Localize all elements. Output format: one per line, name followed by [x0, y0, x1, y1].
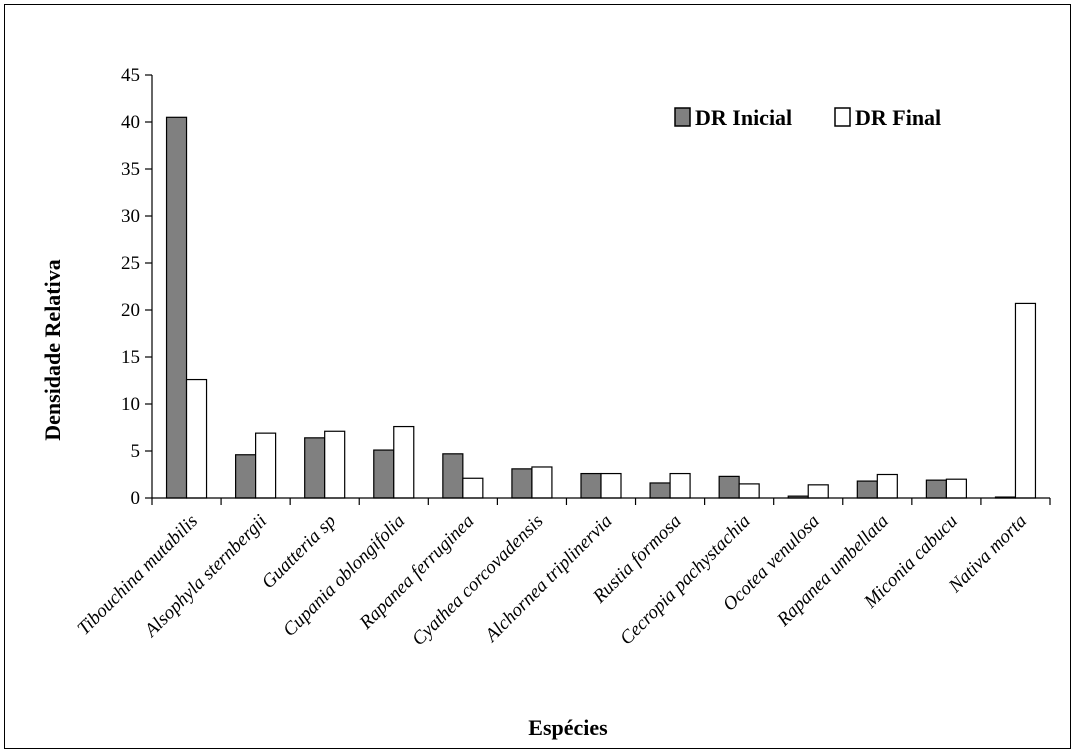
x-category-label: Alsophyla sternbergii	[139, 511, 271, 643]
y-tick-label: 35	[121, 159, 140, 180]
bar-dr-final	[531, 466, 553, 499]
y-tick-label: 30	[121, 206, 140, 227]
bar-dr-final	[393, 425, 415, 499]
bar-dr-inicial	[649, 482, 671, 499]
y-tick-label: 40	[121, 112, 140, 133]
bar-dr-inicial	[580, 472, 602, 499]
bars	[165, 116, 1037, 499]
bar-dr-inicial	[165, 116, 188, 499]
y-tick-label: 0	[131, 488, 141, 509]
y-tick-label: 10	[121, 394, 140, 415]
y-axis-title: Densidade Relativa	[40, 259, 65, 441]
x-category-label: Cyathea corcovadensis	[408, 511, 547, 650]
y-axis-ticks: 0 5 10 15 20 25 30 35 40 45	[121, 65, 152, 509]
x-category-label: Rapanea ferruginea	[355, 511, 478, 634]
bar-dr-inicial	[856, 480, 878, 499]
legend-label-dr-inicial: DR Inicial	[695, 105, 792, 130]
bar-dr-final	[669, 472, 691, 499]
bar-dr-final	[1014, 302, 1037, 499]
y-tick-label: 20	[121, 300, 140, 321]
x-category-label: Cecropia pachystachia	[616, 511, 755, 650]
bar-dr-final	[255, 432, 277, 499]
bar-dr-inicial	[235, 454, 257, 499]
x-category-label: Tibouchina mutabilis	[73, 511, 202, 640]
bar-dr-final	[600, 472, 622, 499]
axes	[151, 75, 1051, 505]
bar-dr-final	[185, 378, 208, 499]
legend-label-dr-final: DR Final	[855, 105, 941, 130]
bar-dr-inicial	[373, 449, 395, 499]
y-tick-label: 15	[121, 347, 140, 368]
bar-dr-final	[324, 430, 346, 499]
x-category-label: Alchornea triplinervia	[480, 511, 617, 648]
bar-dr-inicial	[925, 479, 947, 499]
legend-swatch-dr-final	[834, 107, 851, 127]
legend: DR Inicial DR Final	[674, 105, 941, 130]
bar-dr-final	[945, 478, 967, 499]
bar-dr-inicial	[511, 468, 533, 499]
bar-dr-final	[807, 484, 829, 499]
x-category-label: Cupania oblongifolia	[279, 511, 409, 641]
y-tick-label: 5	[131, 441, 141, 462]
bar-dr-final	[876, 473, 898, 499]
bar-dr-final	[462, 477, 484, 499]
y-tick-label: 45	[121, 65, 140, 86]
bar-dr-inicial	[304, 437, 326, 499]
legend-swatch-dr-inicial	[674, 107, 691, 127]
bar-dr-inicial	[442, 453, 464, 499]
bar-dr-final	[738, 483, 760, 499]
y-tick-label: 25	[121, 253, 140, 274]
bar-dr-inicial	[718, 475, 740, 499]
x-axis-title: Espécies	[528, 715, 608, 740]
